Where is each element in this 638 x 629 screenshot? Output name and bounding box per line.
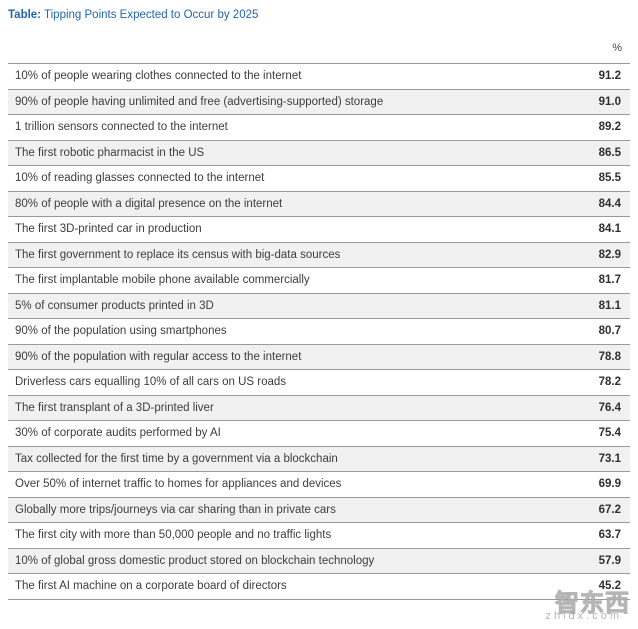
row-value: 76.4 xyxy=(598,401,621,414)
table-row: The first city with more than 50,000 peo… xyxy=(8,523,630,549)
row-value: 63.7 xyxy=(598,529,621,542)
watermark-url: zhidx.com xyxy=(545,610,622,622)
row-value: 57.9 xyxy=(598,554,621,567)
row-value: 84.1 xyxy=(598,223,621,236)
row-value: 89.2 xyxy=(598,121,621,134)
row-label: The first AI machine on a corporate boar… xyxy=(15,580,287,593)
row-label: The first government to replace its cens… xyxy=(15,248,341,261)
row-label: The first city with more than 50,000 peo… xyxy=(15,529,332,542)
row-value: 78.8 xyxy=(598,350,621,363)
table-row: Driverless cars equalling 10% of all car… xyxy=(8,370,630,396)
row-label: The first implantable mobile phone avail… xyxy=(15,274,310,287)
row-label: 10% of global gross domestic product sto… xyxy=(15,554,375,567)
table-row: 90% of the population with regular acces… xyxy=(8,344,630,370)
table-title-label: Table: xyxy=(8,9,42,21)
table-row: Over 50% of internet traffic to homes fo… xyxy=(8,472,630,498)
row-value: 78.2 xyxy=(598,376,621,389)
table-row: The first AI machine on a corporate boar… xyxy=(8,574,630,600)
row-label: Tax collected for the first time by a go… xyxy=(15,452,338,465)
table-row: 90% of the population using smartphones 8… xyxy=(8,319,630,345)
table-row: The first transplant of a 3D-printed liv… xyxy=(8,395,630,421)
row-value: 45.2 xyxy=(598,580,621,593)
row-label: 1 trillion sensors connected to the inte… xyxy=(15,121,228,134)
table-row: 30% of corporate audits performed by AI 7… xyxy=(8,421,630,447)
row-value: 80.7 xyxy=(598,325,621,338)
table-row: Globally more trips/journeys via car sha… xyxy=(8,497,630,523)
percent-column-header: % xyxy=(612,42,622,54)
row-value: 86.5 xyxy=(598,146,621,159)
row-label: 90% of people having unlimited and free … xyxy=(15,95,384,108)
table-row: 10% of people wearing clothes connected … xyxy=(8,64,630,90)
row-label: 90% of the population with regular acces… xyxy=(15,350,302,363)
row-value: 75.4 xyxy=(598,427,621,440)
row-value: 81.1 xyxy=(598,299,621,312)
table-row: The first robotic pharmacist in the US 86… xyxy=(8,140,630,166)
tipping-points-table: 10% of people wearing clothes connected … xyxy=(8,63,630,600)
table-row: The first government to replace its cens… xyxy=(8,242,630,268)
table-title: Table: Tipping Points Expected to Occur … xyxy=(8,9,258,21)
row-value: 73.1 xyxy=(598,452,621,465)
row-label: Globally more trips/journeys via car sha… xyxy=(15,503,336,516)
table-row: 5% of consumer products printed in 3D 81.… xyxy=(8,293,630,319)
row-value: 91.0 xyxy=(598,95,621,108)
table-row: The first implantable mobile phone avail… xyxy=(8,268,630,294)
row-value: 69.9 xyxy=(598,478,621,491)
row-label: The first 3D-printed car in production xyxy=(15,223,202,236)
table-row: 80% of people with a digital presence on… xyxy=(8,191,630,217)
row-label: The first robotic pharmacist in the US xyxy=(15,146,205,159)
row-value: 82.9 xyxy=(598,248,621,261)
row-label: 80% of people with a digital presence on… xyxy=(15,197,283,210)
row-label: 90% of the population using smartphones xyxy=(15,325,227,338)
table-row: 10% of global gross domestic product sto… xyxy=(8,548,630,574)
row-label: 10% of people wearing clothes connected … xyxy=(15,70,302,83)
row-label: The first transplant of a 3D-printed liv… xyxy=(15,401,214,414)
table-row: 90% of people having unlimited and free … xyxy=(8,89,630,115)
row-value: 67.2 xyxy=(598,503,621,516)
row-value: 85.5 xyxy=(598,172,621,185)
table-row: Tax collected for the first time by a go… xyxy=(8,446,630,472)
table-row: The first 3D-printed car in production 84… xyxy=(8,217,630,243)
row-value: 91.2 xyxy=(598,70,621,83)
row-value: 81.7 xyxy=(598,274,621,287)
row-label: 30% of corporate audits performed by AI xyxy=(15,427,221,440)
row-label: Driverless cars equalling 10% of all car… xyxy=(15,376,287,389)
row-value: 84.4 xyxy=(598,197,621,210)
row-label: 5% of consumer products printed in 3D xyxy=(15,299,214,312)
row-label: Over 50% of internet traffic to homes fo… xyxy=(15,478,342,491)
table-row: 1 trillion sensors connected to the inte… xyxy=(8,115,630,141)
row-label: 10% of reading glasses connected to the … xyxy=(15,172,265,185)
table-title-text: Tipping Points Expected to Occur by 2025 xyxy=(44,9,259,21)
table-row: 10% of reading glasses connected to the … xyxy=(8,166,630,192)
